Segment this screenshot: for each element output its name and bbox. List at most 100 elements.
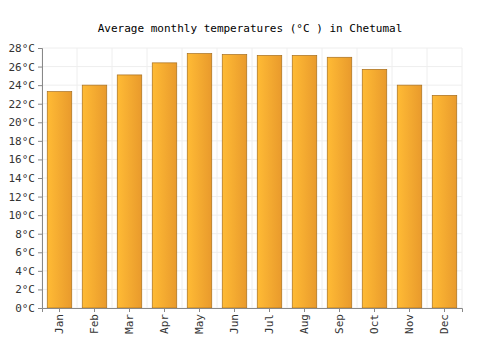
y-axis-line [38, 49, 43, 309]
y-tick-label: 6°C [15, 246, 35, 259]
x-tick-label: Aug [298, 314, 311, 334]
y-tick: 22°C [9, 98, 43, 111]
y-tick-label: 16°C [9, 153, 36, 166]
y-tick-label: 18°C [9, 135, 36, 148]
y-tick-mark [38, 48, 42, 49]
grid-line-vertical [462, 48, 463, 308]
y-tick-mark [38, 178, 42, 179]
x-tick-label: Mar [123, 314, 136, 334]
x-tick-mark [199, 308, 200, 312]
x-tick: Sep [333, 308, 346, 334]
bar [432, 95, 457, 308]
x-tick-mark [129, 308, 130, 312]
y-tick-label: 20°C [9, 116, 36, 129]
x-tick-mark [59, 308, 60, 312]
y-tick-label: 12°C [9, 191, 36, 204]
bar [397, 85, 422, 308]
bar [82, 85, 107, 308]
y-axis: 0°C 2°C 4°C 6°C 8°C 10°C 12°C 14°C 16°C 18°C 20°C 2… [9, 42, 43, 315]
grid-line-vertical [252, 48, 253, 308]
y-tick-mark [38, 141, 42, 142]
y-tick-mark [38, 85, 42, 86]
x-tick: Aug [298, 308, 311, 334]
bar [327, 57, 352, 308]
grid-line-vertical [287, 48, 288, 308]
grid-line-vertical [147, 48, 148, 308]
y-tick-mark [38, 289, 42, 290]
grid-line-vertical [322, 48, 323, 308]
x-tick-mark [164, 308, 165, 312]
y-tick-mark [38, 308, 42, 309]
y-tick: 8°C [15, 228, 42, 241]
grid-line-vertical [77, 48, 78, 308]
grid [42, 48, 462, 308]
x-tick-mark [409, 308, 410, 312]
y-tick: 14°C [9, 172, 43, 185]
x-tick-mark [269, 308, 270, 312]
plot: 0°C 2°C 4°C 6°C 8°C 10°C 12°C 14°C 16°C 18°C 20°C 2… [9, 42, 463, 334]
y-tick-mark [38, 271, 42, 272]
y-tick: 4°C [15, 265, 42, 278]
y-tick-mark [38, 122, 42, 123]
x-tick-mark [94, 308, 95, 312]
y-tick-label: 22°C [9, 98, 36, 111]
y-tick: 28°C [9, 42, 43, 55]
y-tick-label: 0°C [15, 302, 35, 315]
grid-line-vertical [112, 48, 113, 308]
y-tick-mark [38, 159, 42, 160]
x-axis: JanFebMarAprMayJunJulAugSepOctNovDec [43, 308, 463, 334]
y-tick-label: 4°C [15, 265, 35, 278]
x-tick-label: Sep [333, 314, 346, 334]
y-tick-label: 26°C [9, 61, 36, 74]
y-tick: 10°C [9, 209, 43, 222]
x-tick-label: Jun [228, 314, 241, 334]
chart: 0°C 2°C 4°C 6°C 8°C 10°C 12°C 14°C 16°C 18°C 20°C 2… [0, 0, 500, 350]
y-tick: 16°C [9, 153, 43, 166]
x-tick-label: Jul [263, 314, 276, 334]
y-tick-label: 28°C [9, 42, 36, 55]
bar [117, 75, 142, 308]
y-tick-mark [38, 197, 42, 198]
grid-line-vertical [357, 48, 358, 308]
y-tick-label: 24°C [9, 79, 36, 92]
y-tick: 26°C [9, 61, 43, 74]
x-tick: Dec [438, 308, 451, 334]
x-tick: Apr [158, 308, 171, 334]
x-tick-label: Feb [88, 314, 101, 334]
grid-line-vertical [217, 48, 218, 308]
x-tick-mark [339, 308, 340, 312]
y-tick-mark [38, 67, 42, 68]
x-axis-line [43, 309, 463, 313]
x-tick-mark [374, 308, 375, 312]
bar [47, 92, 72, 308]
bar [152, 63, 177, 308]
y-tick-label: 14°C [9, 172, 36, 185]
x-tick: May [193, 308, 206, 334]
grid-line-vertical [182, 48, 183, 308]
x-tick-label: Nov [403, 314, 416, 334]
x-tick: Feb [88, 308, 101, 334]
x-tick-label: Jan [53, 314, 66, 334]
y-tick: 12°C [9, 191, 43, 204]
x-tick-label: May [193, 314, 206, 334]
x-tick-mark [304, 308, 305, 312]
y-tick-mark [38, 252, 42, 253]
y-tick: 20°C [9, 116, 43, 129]
bar [257, 55, 282, 308]
x-tick-mark [444, 308, 445, 312]
y-tick-label: 10°C [9, 209, 36, 222]
y-tick: 2°C [15, 283, 42, 296]
x-tick: Jul [263, 308, 276, 334]
bar [187, 54, 212, 308]
bar [222, 55, 247, 309]
y-tick: 18°C [9, 135, 43, 148]
x-tick-label: Apr [158, 314, 171, 334]
x-tick-mark [234, 308, 235, 312]
x-tick: Nov [403, 308, 416, 334]
x-tick: Jan [53, 308, 66, 334]
y-tick: 0°C [15, 302, 42, 315]
grid-line-vertical [427, 48, 428, 308]
y-tick-label: 2°C [15, 283, 35, 296]
bars [47, 54, 457, 308]
y-tick: 6°C [15, 246, 42, 259]
